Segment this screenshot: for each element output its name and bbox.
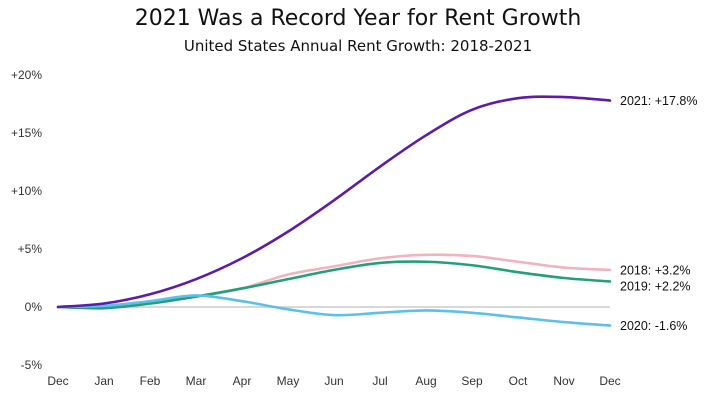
y-tick-label: 0% [25, 300, 43, 314]
x-tick-label: Jun [324, 374, 343, 388]
series-line-2020 [56, 294, 612, 327]
chart-title: 2021 Was a Record Year for Rent Growth [134, 6, 582, 31]
series-line-2021 [56, 95, 612, 309]
x-tick-label: Feb [140, 374, 161, 388]
x-tick-label: Sep [461, 374, 483, 388]
x-tick-label: Dec [599, 374, 620, 388]
x-tick-label: Oct [509, 374, 528, 388]
x-tick-label: Aug [415, 374, 436, 388]
series-label-2021: 2021: +17.8% [620, 94, 698, 108]
x-tick-label: Nov [553, 374, 574, 388]
x-tick-label: Apr [233, 374, 252, 388]
y-tick-label: +5% [18, 242, 43, 256]
chart-subtitle: United States Annual Rent Growth: 2018-2… [183, 37, 533, 55]
x-axis: Dec Jan Feb Mar Apr May Jun Jul Aug Sep Oct Nov Dec [47, 374, 620, 388]
series-end-labels: 2021: +17.8% 2018: +3.2% 2019: +2.2% 2020: … [620, 94, 698, 333]
x-tick-label: Dec [47, 374, 68, 388]
y-tick-label: +10% [11, 184, 42, 198]
series-label-2019: 2019: +2.2% [620, 279, 691, 293]
x-tick-label: Jul [372, 374, 387, 388]
series-label-2020: 2020: -1.6% [620, 319, 687, 333]
series-line-2019 [56, 260, 612, 310]
x-tick-label: May [277, 374, 300, 388]
series-line-2018 [56, 253, 612, 309]
series-label-2018: 2018: +3.2% [620, 263, 691, 277]
x-tick-label: Mar [186, 374, 207, 388]
y-axis: -5% 0% +5% +10% +15% +20% [11, 68, 42, 372]
series-lines [56, 95, 612, 327]
y-tick-label: -5% [21, 358, 43, 372]
y-tick-label: +15% [11, 126, 42, 140]
y-tick-label: +20% [11, 68, 42, 82]
x-tick-label: Jan [94, 374, 113, 388]
